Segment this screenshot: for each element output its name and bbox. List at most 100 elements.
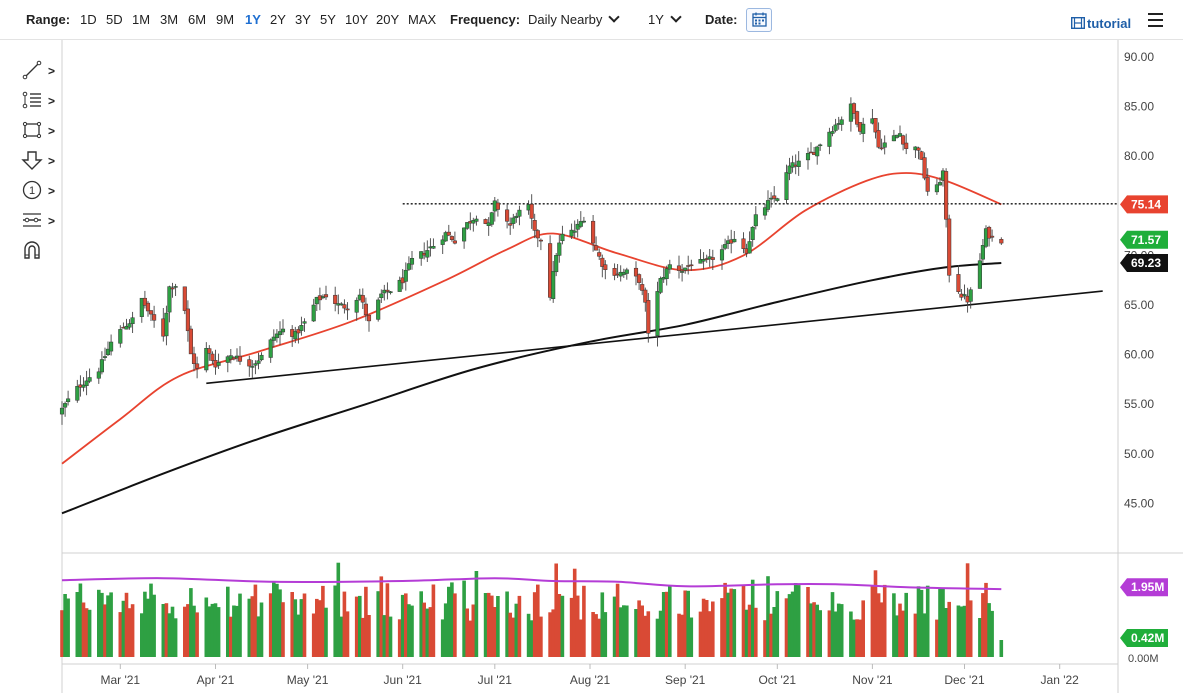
candle bbox=[551, 261, 556, 303]
candle bbox=[808, 142, 814, 154]
range-button-max[interactable]: MAX bbox=[408, 12, 437, 27]
range-button-5d[interactable]: 5D bbox=[106, 12, 123, 27]
volume-bar bbox=[161, 604, 166, 657]
volume-bar bbox=[637, 600, 641, 657]
period-select[interactable]: 1Y bbox=[648, 11, 682, 27]
range-button-3m[interactable]: 3M bbox=[160, 12, 179, 27]
volume-bar bbox=[496, 596, 500, 657]
fib-tool[interactable]: > bbox=[20, 88, 60, 114]
volume-bar bbox=[333, 585, 337, 657]
candle bbox=[600, 254, 605, 278]
range-button-9m[interactable]: 9M bbox=[216, 12, 235, 27]
toolbar: Range: 1D 5D 1M 3M 6M 9M 1Y 2Y 3Y 5Y 10Y 20Y MAX Fre… bbox=[0, 0, 1183, 40]
line-tool[interactable]: > bbox=[20, 58, 60, 84]
candle bbox=[765, 190, 771, 213]
candle bbox=[750, 226, 755, 247]
volume-bar bbox=[569, 597, 574, 657]
candle bbox=[990, 229, 995, 242]
candle bbox=[195, 356, 200, 379]
arrow-tool[interactable]: > bbox=[20, 148, 60, 174]
range-button-20y[interactable]: 20Y bbox=[376, 12, 400, 27]
support-trendline[interactable] bbox=[206, 290, 1103, 385]
candle bbox=[591, 215, 596, 252]
volume-bar bbox=[793, 583, 798, 657]
candle bbox=[505, 204, 510, 229]
candle bbox=[342, 299, 347, 314]
date-picker-button[interactable] bbox=[746, 8, 772, 32]
range-button-1m[interactable]: 1M bbox=[132, 12, 151, 27]
volume-bar bbox=[63, 594, 67, 657]
volume-bars bbox=[60, 562, 1004, 657]
volume-bar bbox=[78, 583, 83, 657]
volume-bar bbox=[272, 581, 276, 657]
volume-bar bbox=[769, 613, 773, 657]
tutorial-link[interactable]: tutorial bbox=[1070, 16, 1131, 31]
volume-bar bbox=[207, 606, 212, 657]
volume-bar bbox=[668, 585, 672, 657]
range-button-5y[interactable]: 5Y bbox=[320, 12, 336, 27]
candle bbox=[529, 194, 534, 229]
range-button-10y[interactable]: 10Y bbox=[345, 12, 369, 27]
rect-tool[interactable]: > bbox=[20, 118, 60, 144]
volume-bar bbox=[625, 605, 629, 657]
volume-bar bbox=[827, 610, 832, 657]
chevron-right-icon: > bbox=[48, 94, 56, 108]
volume-bar bbox=[486, 592, 491, 657]
candle bbox=[560, 225, 565, 245]
candle bbox=[603, 260, 608, 280]
candle bbox=[554, 253, 559, 277]
time-tick-label: Aug '21 bbox=[570, 673, 611, 687]
frequency-select[interactable]: Daily Nearby bbox=[528, 11, 621, 27]
candle bbox=[805, 147, 811, 170]
candle bbox=[409, 251, 415, 270]
range-button-1d[interactable]: 1D bbox=[80, 12, 97, 27]
volume-bar bbox=[84, 608, 89, 657]
count-tool[interactable]: 1 > bbox=[20, 178, 60, 204]
measure-tool[interactable]: > bbox=[20, 208, 60, 234]
price-tick-label: 80.00 bbox=[1124, 149, 1154, 163]
candle bbox=[142, 290, 147, 309]
magnet-tool[interactable] bbox=[20, 238, 60, 264]
candle bbox=[597, 248, 602, 260]
volume-bar bbox=[664, 591, 669, 657]
volume-bar bbox=[809, 603, 813, 657]
volume-bar bbox=[388, 616, 393, 657]
magnet-tool-icon bbox=[24, 241, 40, 259]
candle bbox=[204, 342, 209, 373]
svg-text:69.23: 69.23 bbox=[1131, 256, 1161, 270]
volume-bar bbox=[839, 604, 844, 657]
ma50-line bbox=[61, 172, 1002, 465]
volume-bar bbox=[226, 586, 230, 657]
menu-icon[interactable] bbox=[1148, 13, 1163, 27]
range-button-1y[interactable]: 1Y bbox=[245, 12, 261, 27]
candle bbox=[388, 291, 393, 295]
range-button-6m[interactable]: 6M bbox=[188, 12, 207, 27]
volume-bar bbox=[238, 593, 242, 657]
time-tick-label: Oct '21 bbox=[758, 673, 796, 687]
candle bbox=[259, 352, 264, 362]
candle bbox=[581, 216, 586, 224]
candle bbox=[225, 355, 230, 373]
range-button-2y[interactable]: 2Y bbox=[270, 12, 286, 27]
volume-bar bbox=[661, 592, 666, 657]
candle bbox=[403, 262, 408, 291]
volume-bar bbox=[806, 587, 810, 657]
candle bbox=[891, 129, 896, 142]
candle bbox=[787, 157, 792, 181]
candle bbox=[59, 401, 65, 425]
range-button-3y[interactable]: 3Y bbox=[295, 12, 311, 27]
candle bbox=[465, 222, 470, 230]
volume-bar bbox=[339, 616, 344, 657]
volume-bar bbox=[103, 604, 107, 657]
candle bbox=[710, 249, 715, 270]
volume-bar bbox=[895, 615, 899, 657]
volume-bar bbox=[836, 603, 841, 657]
candle bbox=[296, 326, 301, 344]
candle bbox=[271, 329, 276, 348]
chevron-right-icon: > bbox=[48, 154, 56, 168]
volume-bar bbox=[741, 584, 746, 657]
candle bbox=[185, 300, 190, 342]
candle bbox=[919, 150, 924, 160]
volume-bar bbox=[164, 603, 169, 657]
